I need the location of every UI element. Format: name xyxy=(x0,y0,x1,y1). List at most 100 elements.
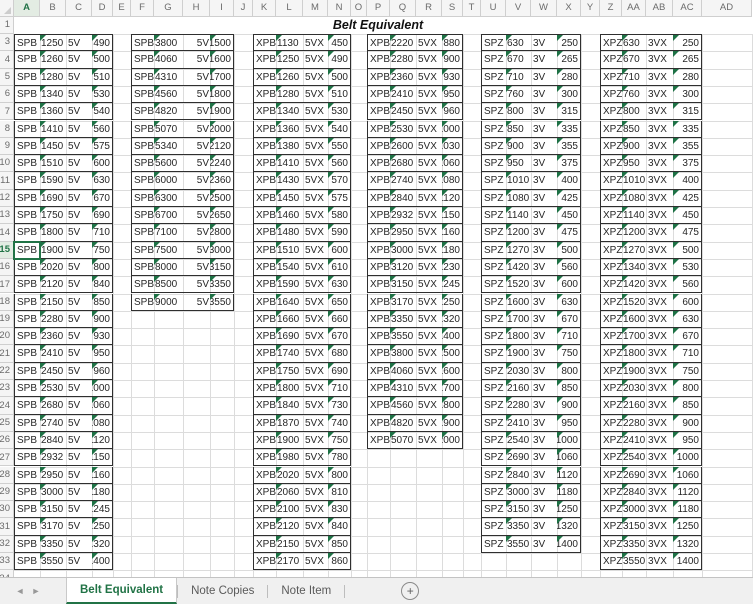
cell-K27[interactable]: XPB xyxy=(253,449,276,467)
cell-AB27[interactable]: 3VX xyxy=(646,449,673,467)
cell-P4[interactable]: XPB xyxy=(367,51,390,69)
cell-I3[interactable]: 1500 xyxy=(210,34,234,52)
cell-AA29[interactable]: 2840 xyxy=(622,483,646,502)
cell-N4[interactable]: 490 xyxy=(328,51,351,69)
cell-X26[interactable]: 1000 xyxy=(557,431,581,450)
cell-W29[interactable]: 3V xyxy=(531,484,557,502)
cell-M27[interactable]: 5VX xyxy=(303,449,328,467)
cell-I6[interactable]: 1800 xyxy=(210,85,234,104)
cell-A22[interactable]: SPB xyxy=(14,362,40,380)
cell-G16[interactable]: 8000 xyxy=(154,258,183,277)
cell-N33[interactable]: 860 xyxy=(328,553,351,571)
cell-A11[interactable]: SPB xyxy=(14,172,40,190)
cell-AB7[interactable]: 3VX xyxy=(646,103,673,121)
cell-U20[interactable]: SPZ xyxy=(481,328,506,346)
cell-R8[interactable]: 5VX xyxy=(416,121,442,138)
cell-A17[interactable]: SPB xyxy=(14,276,40,294)
cell-R19[interactable]: 5VX xyxy=(416,311,442,329)
cell-K18[interactable]: XPB xyxy=(253,293,276,311)
cell-U3[interactable]: SPZ xyxy=(481,34,506,52)
cell-X4[interactable]: 265 xyxy=(557,51,581,69)
cell-C8[interactable]: 5V xyxy=(66,121,92,138)
cell-C26[interactable]: 5V xyxy=(66,432,92,450)
cell-U31[interactable]: SPZ xyxy=(481,518,506,536)
cell-Q19[interactable]: 3350 xyxy=(390,310,416,329)
sheet-nav-back-icon[interactable]: ◄ xyxy=(15,586,25,596)
cell-C5[interactable]: 5V xyxy=(66,69,92,86)
cell-N5[interactable]: 500 xyxy=(328,68,351,86)
cell-AC25[interactable]: 900 xyxy=(673,414,702,432)
cell-K33[interactable]: XPB xyxy=(253,553,276,571)
row-header-16[interactable]: 16 xyxy=(0,258,14,277)
cell-S13[interactable]: 1150 xyxy=(442,207,463,225)
cell-Z11[interactable]: XPZ xyxy=(600,172,622,190)
cell-B18[interactable]: 2150 xyxy=(40,293,66,311)
cell-AA20[interactable]: 1700 xyxy=(622,328,646,346)
cell-S24[interactable]: 1800 xyxy=(442,397,463,415)
cell-L14[interactable]: 1480 xyxy=(276,224,303,242)
cell-V27[interactable]: 2690 xyxy=(506,449,531,467)
cell-W28[interactable]: 3V xyxy=(531,467,557,484)
cell-C10[interactable]: 5V xyxy=(66,155,92,173)
col-header-D[interactable]: D xyxy=(92,0,113,17)
cell-D26[interactable]: 1120 xyxy=(92,431,113,450)
cell-K32[interactable]: XPB xyxy=(253,535,276,553)
cell-AA17[interactable]: 1420 xyxy=(622,276,646,294)
col-header-AB[interactable]: AB xyxy=(646,0,673,17)
cell-B30[interactable]: 3150 xyxy=(40,501,66,519)
cell-G18[interactable]: 9000 xyxy=(154,293,183,311)
cell-W17[interactable]: 3V xyxy=(531,276,557,294)
cell-AB14[interactable]: 3VX xyxy=(646,224,673,242)
cell-V9[interactable]: 900 xyxy=(506,137,531,156)
cell-V20[interactable]: 1800 xyxy=(506,328,531,346)
cell-S6[interactable]: 950 xyxy=(442,85,463,104)
cell-V25[interactable]: 2410 xyxy=(506,414,531,432)
cell-W9[interactable]: 3V xyxy=(531,138,557,156)
cell-P20[interactable]: XPB xyxy=(367,328,390,346)
cell-H9[interactable]: 5V xyxy=(183,138,210,156)
cell-R24[interactable]: 5VX xyxy=(416,397,442,415)
sheet-nav-forward-icon[interactable]: ► xyxy=(31,586,41,596)
row-header-11[interactable]: 11 xyxy=(0,172,14,190)
cell-X27[interactable]: 1060 xyxy=(557,449,581,467)
cell-AA22[interactable]: 1900 xyxy=(622,362,646,380)
cell-S3[interactable]: 880 xyxy=(442,34,463,52)
cell-Q22[interactable]: 4060 xyxy=(390,362,416,380)
cell-C18[interactable]: 5V xyxy=(66,294,92,311)
cell-R26[interactable]: 5VX xyxy=(416,432,442,450)
cell-Q3[interactable]: 2220 xyxy=(390,34,416,52)
cell-N11[interactable]: 570 xyxy=(328,172,351,190)
cell-AC22[interactable]: 750 xyxy=(673,362,702,380)
cell-U13[interactable]: SPZ xyxy=(481,207,506,225)
cell-V5[interactable]: 710 xyxy=(506,68,531,86)
cell-N18[interactable]: 650 xyxy=(328,293,351,311)
cell-W20[interactable]: 3V xyxy=(531,328,557,346)
cell-X22[interactable]: 800 xyxy=(557,362,581,380)
cell-AA28[interactable]: 2690 xyxy=(622,466,646,484)
cell-K29[interactable]: XPB xyxy=(253,483,276,502)
cell-S10[interactable]: 1060 xyxy=(442,155,463,173)
cell-I4[interactable]: 1600 xyxy=(210,51,234,69)
cell-Z7[interactable]: XPZ xyxy=(600,103,622,121)
cell-V3[interactable]: 630 xyxy=(506,34,531,52)
cell-H13[interactable]: 5V xyxy=(183,207,210,225)
cell-R16[interactable]: 5VX xyxy=(416,259,442,277)
col-header-AD[interactable]: AD xyxy=(702,0,752,17)
cell-B20[interactable]: 2360 xyxy=(40,328,66,346)
cell-AC19[interactable]: 630 xyxy=(673,310,702,329)
cell-X7[interactable]: 315 xyxy=(557,103,581,121)
cell-AC4[interactable]: 265 xyxy=(673,51,702,69)
cell-Z26[interactable]: XPZ xyxy=(600,431,622,450)
cell-V26[interactable]: 2540 xyxy=(506,431,531,450)
cell-U19[interactable]: SPZ xyxy=(481,310,506,329)
col-header-Q[interactable]: Q xyxy=(390,0,416,17)
cell-C19[interactable]: 5V xyxy=(66,311,92,329)
cell-M28[interactable]: 5VX xyxy=(303,467,328,484)
cell-A9[interactable]: SPB xyxy=(14,137,40,156)
cell-U21[interactable]: SPZ xyxy=(481,345,506,363)
cell-I10[interactable]: 2240 xyxy=(210,155,234,173)
cell-V12[interactable]: 1080 xyxy=(506,189,531,207)
cell-C22[interactable]: 5V xyxy=(66,363,92,380)
cell-U6[interactable]: SPZ xyxy=(481,85,506,104)
cell-AC13[interactable]: 450 xyxy=(673,207,702,225)
